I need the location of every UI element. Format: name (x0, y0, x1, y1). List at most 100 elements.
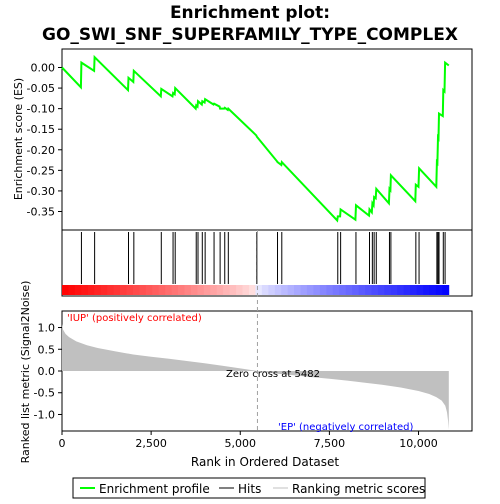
rank-color-segment (261, 285, 269, 295)
rank-color-segment (429, 285, 437, 295)
rank-color-segment (345, 285, 353, 295)
metric-y-axis-label: Ranked list metric (Signal2Noise) (19, 281, 32, 464)
rank-color-segment (410, 285, 417, 295)
rank-color-segment (294, 285, 301, 295)
rank-color-segment (171, 285, 179, 295)
rank-color-segment (358, 285, 366, 295)
negative-correlation-label: 'EP' (negatively correlated) (278, 422, 413, 433)
rank-color-segment (197, 285, 205, 295)
es-y-tick-label: -0.20 (27, 144, 55, 157)
metric-x-tick-label: 5,000 (225, 437, 257, 450)
rank-color-segment (416, 285, 424, 295)
es-y-tick-label: -0.35 (27, 205, 55, 218)
es-y-tick-label: -0.25 (27, 164, 55, 177)
rank-color-segment (126, 285, 134, 295)
rank-color-segment (120, 285, 127, 295)
rank-color-segment (62, 285, 69, 295)
hits-panel (61, 229, 473, 297)
rank-color-segment (352, 285, 359, 295)
es-y-tick-label: -0.10 (27, 103, 55, 116)
rank-color-segment (223, 285, 231, 295)
rank-color-segment (107, 285, 114, 295)
metric-y-tick-label: -1.0 (34, 408, 55, 421)
rank-color-segment (300, 285, 308, 295)
rank-color-segment (190, 285, 198, 295)
rank-color-segment (326, 285, 334, 295)
rank-color-segment (229, 285, 237, 295)
rank-color-segment (184, 285, 192, 295)
es-y-axis: 0.00 -0.05 -0.10 -0.15 -0.20 -0.25 -0.30 -0.35 (27, 62, 62, 218)
legend: Enrichment profile Hits Ranking metric s… (72, 477, 426, 499)
metric-x-axis: 0 2,500 5,000 7,500 10,000 (59, 431, 438, 450)
metric-y-tick-label: 0.5 (38, 343, 56, 356)
rank-color-segment (306, 285, 314, 295)
rank-color-segment (87, 285, 95, 295)
enrichment-profile-line (61, 54, 450, 223)
legend-hits-label: Hits (238, 482, 261, 496)
legend-metric-label: Ranking metric scores (292, 482, 425, 496)
legend-box (72, 477, 426, 499)
rank-color-segment (403, 285, 411, 295)
rank-color-segment (68, 285, 76, 295)
rank-color-segment (216, 285, 224, 295)
rank-color-segment (365, 285, 372, 295)
ranking-metric-area (62, 324, 449, 430)
es-panel: 0.00-0.05-0.10-0.15-0.20-0.25-0.30-0.35 … (12, 48, 473, 231)
rank-color-segment (178, 285, 185, 295)
metric-y-axis: 1.0 0.5 0.0 -0.5 -1.0 (34, 322, 62, 421)
plot-title-line2: GO_SWI_SNF_SUPERFAMILY_TYPE_COMPLEX (42, 25, 458, 45)
positive-correlation-label: 'IUP' (positively correlated) (67, 313, 202, 324)
metric-y-tick-label: 1.0 (38, 322, 56, 335)
rank-color-segment (442, 285, 450, 295)
rank-color-segment (248, 285, 256, 295)
rank-color-segment (255, 285, 263, 295)
es-y-tick-label: -0.05 (27, 82, 55, 95)
rank-color-segment (94, 285, 102, 295)
es-y-tick-label: -0.15 (27, 123, 55, 136)
rank-color-segment (132, 285, 140, 295)
zero-cross-label: Zero cross at 5482 (226, 369, 320, 380)
rank-color-segment (242, 285, 250, 295)
es-y-axis-label: Enrichment score (ES) (12, 78, 25, 200)
metric-x-tick-label: 0 (59, 437, 66, 450)
rank-color-segment (139, 285, 147, 295)
rank-color-segment (158, 285, 166, 295)
plot-title-line1: Enrichment plot: (170, 3, 330, 23)
rank-color-segment (319, 285, 327, 295)
rank-color-segment (145, 285, 153, 295)
es-y-tick-label: -0.30 (27, 185, 55, 198)
rank-color-segment (281, 285, 289, 295)
rank-color-segment (390, 285, 398, 295)
rank-color-segment (113, 285, 121, 295)
es-y-tick-label: 0.00 (31, 62, 56, 75)
rank-color-segment (435, 285, 443, 295)
rank-color-segment (74, 285, 82, 295)
rank-color-segment (274, 285, 282, 295)
rank-color-bar (62, 285, 450, 295)
rank-color-segment (81, 285, 89, 295)
metric-x-tick-label: 2,500 (135, 437, 167, 450)
hits-marks (80, 232, 446, 284)
rank-color-segment (268, 285, 276, 295)
rank-color-segment (371, 285, 379, 295)
rank-color-segment (287, 285, 295, 295)
rank-color-segment (165, 285, 173, 295)
rank-color-segment (203, 285, 211, 295)
metric-x-axis-label: Rank in Ordered Dataset (191, 455, 339, 469)
rank-color-segment (377, 285, 385, 295)
metric-y-tick-label: 0.0 (38, 365, 56, 378)
rank-color-segment (423, 285, 430, 295)
rank-color-segment (210, 285, 218, 295)
metric-panel: 1.0 0.5 0.0 -0.5 -1.0 0 2,500 5,000 7,500 10,000… (19, 230, 473, 469)
rank-color-segment (339, 285, 347, 295)
metric-x-tick-label: 10,000 (399, 437, 438, 450)
legend-es-label: Enrichment profile (99, 482, 210, 496)
rank-color-segment (313, 285, 321, 295)
rank-color-segment (152, 285, 160, 295)
rank-color-segment (332, 285, 340, 295)
rank-color-segment (236, 285, 243, 295)
es-panel-frame (61, 48, 473, 231)
rank-color-segment (397, 285, 405, 295)
